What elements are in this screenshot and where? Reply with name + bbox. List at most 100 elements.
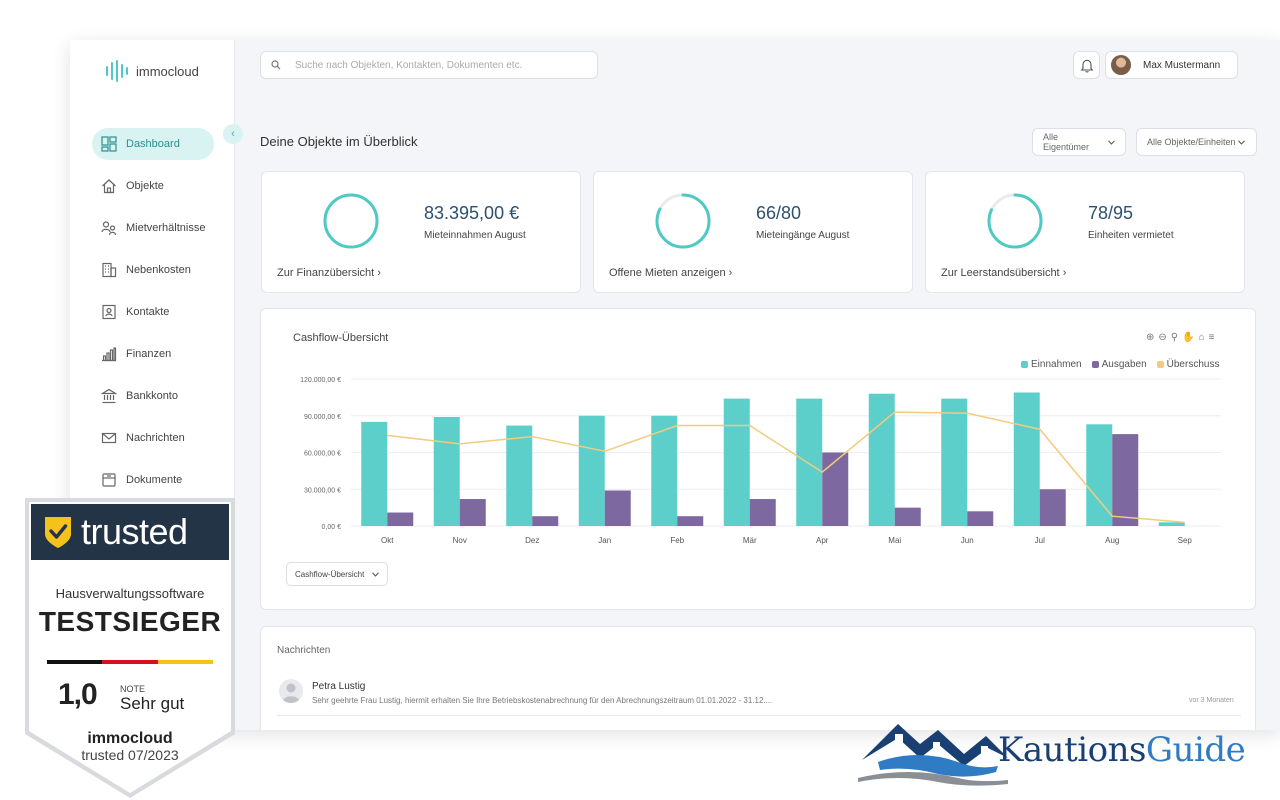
sidebar-collapse-button[interactable]: ‹	[223, 124, 243, 144]
envelope-icon	[100, 430, 118, 446]
sidebar-item-dashboard[interactable]: Dashboard	[92, 128, 214, 160]
sidebar-item-kontakte[interactable]: Kontakte	[92, 296, 214, 328]
wordmark-part2: Guide	[1145, 730, 1246, 770]
sidebar-item-bankkonto[interactable]: Bankkonto	[92, 380, 214, 412]
sidebar-item-nebenkosten[interactable]: Nebenkosten	[92, 254, 214, 286]
progress-ring	[987, 193, 1043, 249]
sidebar-item-dokumente[interactable]: Dokumente	[92, 464, 214, 496]
menu-icon[interactable]: ≡	[1208, 332, 1215, 343]
badge-score: 1,0	[58, 678, 98, 711]
chart-view-select[interactable]: Cashflow-Übersicht	[286, 562, 388, 586]
bar-ausgaben	[749, 499, 776, 526]
objects-filter-select[interactable]: Alle Objekte/Einheiten	[1136, 128, 1257, 156]
sidebar-item-objekte[interactable]: Objekte	[92, 170, 214, 202]
progress-ring	[323, 193, 379, 249]
bar-ausgaben	[604, 490, 631, 526]
bell-icon	[1079, 59, 1094, 73]
chevron-down-icon	[1108, 139, 1115, 145]
sidebar-item-label: Nebenkosten	[126, 264, 191, 276]
dashboard-icon	[100, 136, 118, 152]
kpi-value: 83.395,00 €	[424, 203, 520, 223]
kpi-link-finance[interactable]: Zur Finanzübersicht ›	[277, 267, 381, 279]
x-tick-label: Jul	[1035, 536, 1045, 545]
app-logo[interactable]: immocloud	[106, 60, 199, 82]
bar-einnahmen	[941, 398, 968, 526]
bar-einnahmen	[361, 421, 388, 526]
bar-ausgaben	[532, 516, 559, 526]
kpi-card-units-rented: 78/95 Einheiten vermietet Zur Leerstands…	[925, 171, 1245, 293]
message-preview[interactable]: Sehr geehrte Frau Lustig, hiermit erhalt…	[312, 696, 773, 705]
kpi-value: 78/95	[1088, 203, 1134, 223]
contact-card-icon	[100, 304, 118, 320]
badge-brand: immocloud	[87, 730, 173, 747]
x-tick-label: Apr	[816, 536, 829, 545]
chevron-down-icon	[1237, 139, 1245, 145]
message-sender[interactable]: Petra Lustig	[312, 681, 366, 692]
objects-filter-label: Alle Objekte/Einheiten	[1147, 137, 1236, 147]
zoom-out-icon[interactable]: ⊖	[1158, 332, 1167, 343]
sidebar-item-label: Objekte	[126, 180, 164, 192]
search-input[interactable]: Suche nach Objekten, Kontakten, Dokument…	[260, 51, 598, 79]
badge-trusted-word: trusted	[81, 511, 188, 552]
owner-filter-label: Alle Eigentümer	[1043, 132, 1090, 152]
sidebar-nav: Dashboard Objekte Mietverhältnisse	[92, 128, 214, 506]
x-tick-label: Aug	[1105, 536, 1119, 545]
wordmark-part1: Kautions	[998, 730, 1146, 770]
kpi-label: Mieteingänge August	[756, 230, 850, 241]
y-tick-label: 120.000,00 €	[300, 377, 341, 384]
zoom-in-icon[interactable]: ⊕	[1146, 332, 1155, 343]
legend-label: Ausgaben	[1101, 359, 1147, 370]
user-menu-button[interactable]: Max Mustermann	[1105, 51, 1238, 79]
pan-hand-icon[interactable]: ✋	[1182, 332, 1195, 343]
page-title: Deine Objekte im Überblick	[260, 134, 418, 149]
chart-legend: Einnahmen Ausgaben Überschuss	[1021, 359, 1219, 370]
sidebar-item-mietverhaeltnisse[interactable]: Mietverhältnisse	[92, 212, 214, 244]
home-icon[interactable]: ⌂	[1198, 332, 1205, 343]
cashflow-chart: 0,00 € 30.000,00 € 60.000,00 € 90.000,00 € 1…	[300, 377, 1221, 545]
legend-item-einnahmen[interactable]: Einnahmen	[1021, 359, 1082, 370]
user-silhouette-icon	[282, 683, 300, 703]
progress-ring	[655, 193, 711, 249]
legend-swatch	[1021, 361, 1028, 368]
owner-filter-select[interactable]: Alle Eigentümer	[1032, 128, 1126, 156]
x-tick-label: Jan	[598, 536, 611, 545]
main-content: Suche nach Objekten, Kontakten, Dokument…	[235, 40, 1280, 730]
badge-shield-shape	[25, 498, 235, 798]
y-tick-label: 0,00 €	[322, 524, 342, 531]
bar-ausgaben	[459, 499, 486, 526]
bar-einnahmen	[651, 415, 678, 526]
sidebar-item-label: Bankkonto	[126, 390, 178, 402]
cashflow-chart-card: Cashflow-Übersicht ⊕ ⊖ ⚲ ✋ ⌂ ≡ Einnahmen…	[260, 308, 1256, 610]
y-tick-label: 60.000,00 €	[304, 451, 341, 458]
bar-einnahmen	[868, 393, 895, 526]
sidebar-item-label: Nachrichten	[126, 432, 185, 444]
x-tick-label: Sep	[1178, 536, 1193, 545]
x-tick-label: Okt	[381, 536, 394, 545]
bar-einnahmen	[796, 398, 823, 526]
sidebar-item-finanzen[interactable]: Finanzen	[92, 338, 214, 370]
chart-toolbar: ⊕ ⊖ ⚲ ✋ ⌂ ≡	[1146, 332, 1214, 343]
kpi-link-open-rents[interactable]: Offene Mieten anzeigen ›	[609, 267, 732, 279]
x-tick-label: Mär	[743, 536, 757, 545]
kpi-value: 66/80	[756, 203, 802, 223]
kpi-link-label: Zur Finanzübersicht	[277, 267, 375, 279]
bar-ausgaben	[1039, 489, 1066, 526]
kautionsguide-wordmark: KautionsGuide	[998, 730, 1246, 770]
sidebar-item-nachrichten[interactable]: Nachrichten	[92, 422, 214, 454]
chart-title: Cashflow-Übersicht	[293, 332, 389, 344]
kpi-label: Einheiten vermietet	[1088, 230, 1174, 241]
legend-label: Überschuss	[1166, 359, 1220, 370]
messages-title: Nachrichten	[277, 645, 331, 656]
app-window: immocloud Dashboard Objekte	[70, 40, 1280, 730]
y-tick-label: 30.000,00 €	[304, 487, 341, 494]
bar-einnahmen	[1013, 392, 1040, 526]
line-ueberschuss	[387, 411, 1185, 524]
sidebar-item-label: Finanzen	[126, 348, 172, 360]
notifications-button[interactable]	[1073, 51, 1100, 79]
badge-grade: Sehr gut	[120, 694, 185, 713]
magnifier-icon[interactable]: ⚲	[1170, 332, 1179, 343]
kpi-link-vacancy[interactable]: Zur Leerstandsübersicht ›	[941, 267, 1066, 279]
legend-item-ueberschuss[interactable]: Überschuss	[1156, 359, 1220, 370]
avatar	[279, 679, 303, 703]
legend-item-ausgaben[interactable]: Ausgaben	[1091, 359, 1147, 370]
